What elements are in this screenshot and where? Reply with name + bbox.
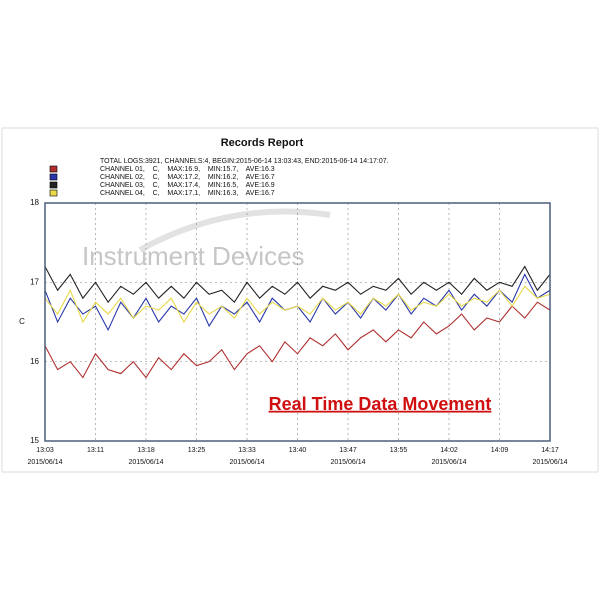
chart-title: Records Report [221,137,304,149]
y-tick-label: 18 [30,198,39,207]
x-tick-label: 14:02 [440,447,458,454]
x-date-label: 2015/06/14 [229,459,264,466]
summary: TOTAL LOGS:3921, CHANNELS:4, BEGIN:2015-… [100,158,389,165]
legend-label: CHANNEL 02, C, MAX:17.2, MIN:16.2, AVE:1… [100,174,275,181]
chart-frame [1,127,599,473]
legend-label: CHANNEL 01, C, MAX:16.9, MIN:15.7, AVE:1… [100,166,275,173]
y-tick-label: 16 [30,357,39,366]
legend-label: CHANNEL 04, C, MAX:17.1, MIN:16.3, AVE:1… [100,190,275,197]
x-tick-label: 13:18 [137,447,155,454]
legend-swatch [49,165,58,173]
annotation: Real Time Data Movement [269,394,492,414]
watermark: Instrument Devices [82,241,305,271]
y-tick-label: 15 [30,436,39,445]
x-tick-label: 14:17 [541,447,559,454]
x-date-label: 2015/06/14 [431,459,466,466]
x-tick-label: 13:47 [339,447,357,454]
x-tick-label: 13:40 [289,447,307,454]
series-line [44,301,551,379]
series-line [44,285,551,324]
x-tick-label: 13:03 [36,447,54,454]
series-line [44,265,551,304]
x-date-label: 2015/06/14 [27,459,62,466]
y-axis-label: C [19,317,25,326]
x-date-label: 2015/06/14 [330,459,365,466]
x-date-label: 2015/06/14 [128,459,163,466]
legend-swatch [49,173,58,181]
legend-label: CHANNEL 03, C, MAX:17.4, MIN:16.5, AVE:1… [100,182,275,189]
x-date-label: 2015/06/14 [532,459,567,466]
legend-swatch [49,189,58,197]
plot-border [44,202,551,442]
x-tick-label: 13:25 [188,447,206,454]
x-tick-label: 13:11 [87,447,104,454]
x-tick-label: 13:55 [390,447,408,454]
y-tick-label: 17 [30,277,39,286]
legend-swatch [49,181,58,189]
x-tick-label: 13:33 [238,447,256,454]
watermark-swoosh [138,208,331,253]
x-tick-label: 14:09 [491,447,509,454]
